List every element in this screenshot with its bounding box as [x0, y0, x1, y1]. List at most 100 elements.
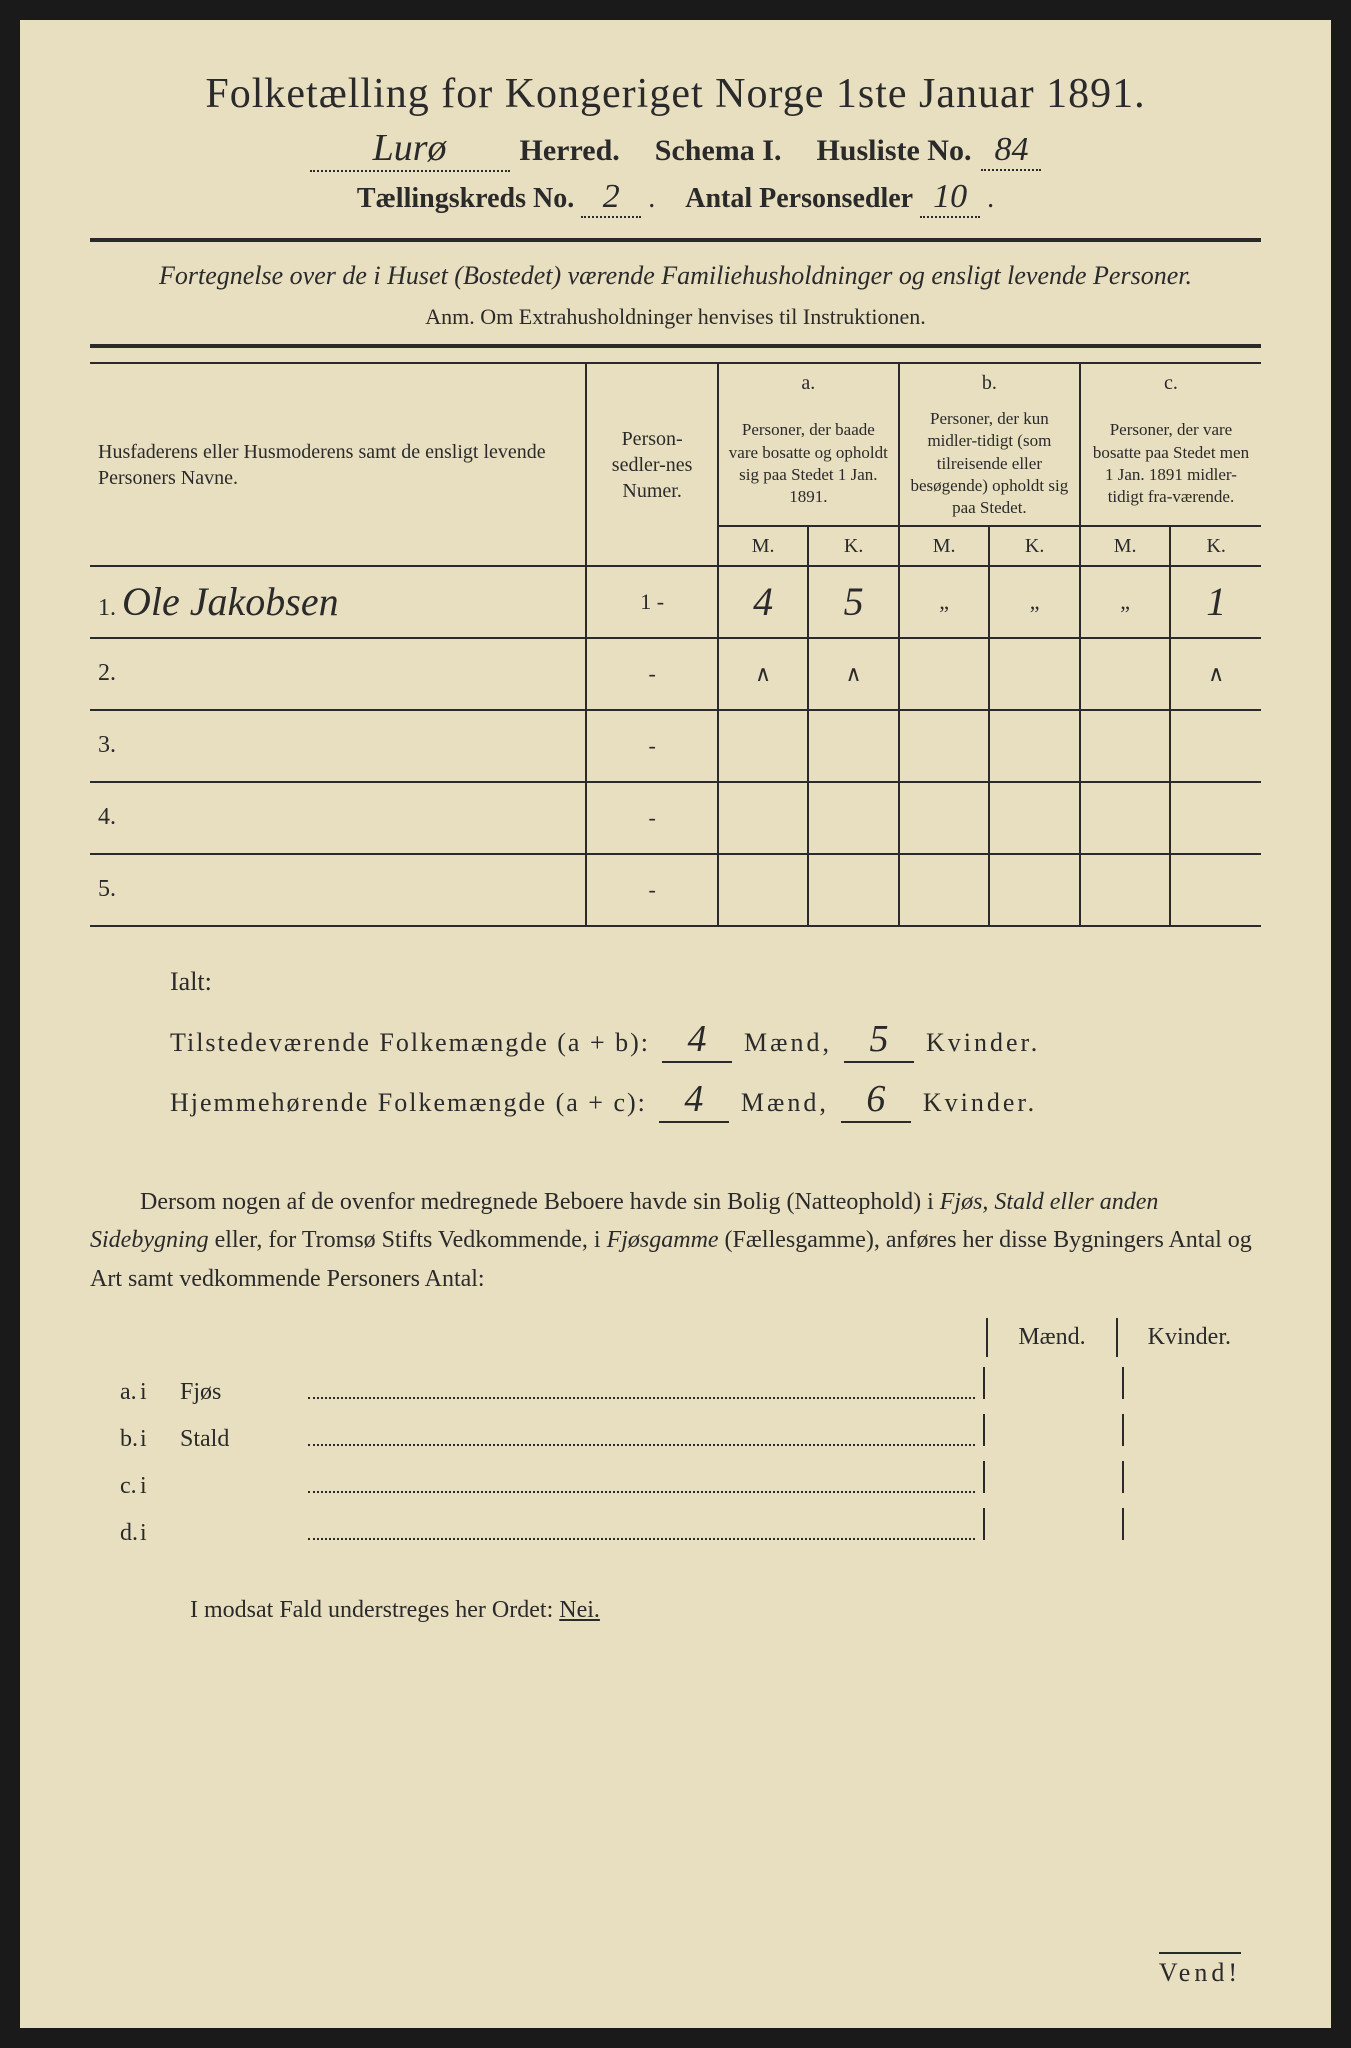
subtitle: Fortegnelse over de i Huset (Bostedet) v…: [90, 258, 1261, 294]
table-row: 4. -: [90, 782, 1261, 854]
col-a-k: K.: [808, 526, 899, 566]
hjemme-label: Hjemmehørende Folkemængde (a + c):: [170, 1088, 647, 1118]
row-num: 5.: [90, 854, 586, 926]
col-c-desc: Personer, der vare bosatte paa Stedet me…: [1080, 402, 1261, 525]
mk-m-cell: [983, 1461, 1122, 1493]
tilstede-label: Tilstedeværende Folkemængde (a + b):: [170, 1028, 650, 1058]
antal-val: 10: [920, 178, 980, 218]
cell-ak: [808, 854, 899, 926]
cell-ck: [1170, 710, 1261, 782]
row-num: 3.: [90, 710, 586, 782]
cell-num: 1 -: [586, 566, 717, 638]
table-row: 3. -: [90, 710, 1261, 782]
mk-i: i: [140, 1379, 180, 1406]
building-table: Mænd. Kvinder. a.iFjøsb.iStaldc.id.i: [90, 1318, 1261, 1547]
mk-letter: d.: [90, 1520, 140, 1547]
vend-label: Vend!: [1159, 1952, 1241, 1988]
maend-header: Mænd.: [986, 1318, 1115, 1357]
row-num: 4.: [90, 782, 586, 854]
mk-dots: [308, 1397, 975, 1399]
mk-m-cell: [983, 1414, 1122, 1446]
header-line-3: Tællingskreds No. 2 . Antal Personsedler…: [90, 178, 1261, 218]
cell-ck: 1: [1170, 566, 1261, 638]
main-title: Folketælling for Kongeriget Norge 1ste J…: [90, 70, 1261, 118]
cell-am: 4: [718, 566, 809, 638]
cell-cm: „: [1080, 566, 1171, 638]
husliste-label: Husliste No.: [816, 134, 971, 168]
mk-k-cell: [1122, 1508, 1261, 1540]
cell-bm: [899, 854, 990, 926]
kreds-label: Tællingskreds No.: [357, 183, 574, 214]
hjemme-row: Hjemmehørende Folkemængde (a + c): 4 Mæn…: [170, 1077, 1261, 1123]
cell-am: ∧: [718, 638, 809, 710]
mk-k-cell: [1122, 1414, 1261, 1446]
col-b-desc: Personer, der kun midler-tidigt (som til…: [899, 402, 1080, 525]
header-line-2: Lurø Herred. Schema I. Husliste No. 84: [90, 126, 1261, 172]
herred-field: Lurø: [310, 126, 510, 172]
hjemme-m: 4: [659, 1077, 729, 1123]
table-row: 1. Ole Jakobsen1 -45„„„1: [90, 566, 1261, 638]
kvinder-header: Kvinder.: [1116, 1318, 1261, 1357]
cell-bk: [989, 854, 1080, 926]
schema-label: Schema I.: [655, 134, 782, 168]
maend-label: Mænd,: [741, 1088, 829, 1118]
mk-i: i: [140, 1520, 180, 1547]
cell-num: -: [586, 854, 717, 926]
mk-k-cell: [1122, 1367, 1261, 1399]
table-row: 2. -∧∧∧: [90, 638, 1261, 710]
cell-ak: 5: [808, 566, 899, 638]
cell-cm: [1080, 854, 1171, 926]
kvinder-label: Kvinder.: [923, 1088, 1037, 1118]
census-form-page: Folketælling for Kongeriget Norge 1ste J…: [20, 20, 1331, 2028]
mk-header: Mænd. Kvinder.: [90, 1318, 1261, 1357]
building-row: b.iStald: [90, 1414, 1261, 1453]
mk-k-cell: [1122, 1461, 1261, 1493]
cell-num: -: [586, 638, 717, 710]
row-num: 1. Ole Jakobsen: [90, 566, 586, 638]
mk-m-cell: [983, 1508, 1122, 1540]
col-a-desc: Personer, der baade vare bosatte og opho…: [718, 402, 899, 525]
col-b-top: b.: [899, 363, 1080, 402]
mk-i: i: [140, 1426, 180, 1453]
maend-label: Mænd,: [744, 1028, 832, 1058]
cell-am: [718, 854, 809, 926]
col-header-num: Person-sedler-nes Numer.: [586, 363, 717, 565]
col-c-m: M.: [1080, 526, 1171, 566]
cell-bk: [989, 638, 1080, 710]
col-a-top: a.: [718, 363, 899, 402]
cell-bm: [899, 710, 990, 782]
hjemme-k: 6: [841, 1077, 911, 1123]
row-num: 2.: [90, 638, 586, 710]
mk-m-cell: [983, 1367, 1122, 1399]
cell-bk: „: [989, 566, 1080, 638]
table-row: 5. -: [90, 854, 1261, 926]
col-a-m: M.: [718, 526, 809, 566]
cell-ak: ∧: [808, 638, 899, 710]
cell-bk: [989, 782, 1080, 854]
col-c-top: c.: [1080, 363, 1261, 402]
divider: [90, 238, 1261, 242]
herred-label: Herred.: [520, 134, 620, 168]
cell-am: [718, 782, 809, 854]
divider: [90, 344, 1261, 348]
cell-cm: [1080, 710, 1171, 782]
mk-category: Fjøs: [180, 1379, 300, 1406]
totals-section: Ialt: Tilstedeværende Folkemængde (a + b…: [90, 967, 1261, 1123]
col-header-name: Husfaderens eller Husmoderens samt de en…: [90, 363, 586, 565]
kvinder-label: Kvinder.: [926, 1028, 1040, 1058]
cell-am: [718, 710, 809, 782]
building-row: d.i: [90, 1508, 1261, 1547]
mk-dots: [308, 1491, 975, 1493]
cell-ck: ∧: [1170, 638, 1261, 710]
cell-bm: [899, 782, 990, 854]
mk-letter: c.: [90, 1473, 140, 1500]
kreds-no: 2: [581, 178, 641, 218]
antal-label: Antal Personsedler: [685, 183, 913, 214]
mk-category: Stald: [180, 1426, 300, 1453]
col-b-m: M.: [899, 526, 990, 566]
col-b-k: K.: [989, 526, 1080, 566]
nei-line: I modsat Fald understreges her Ordet: Ne…: [90, 1597, 1261, 1624]
mk-i: i: [140, 1473, 180, 1500]
nei-word: Nei.: [559, 1597, 600, 1623]
cell-ck: [1170, 782, 1261, 854]
